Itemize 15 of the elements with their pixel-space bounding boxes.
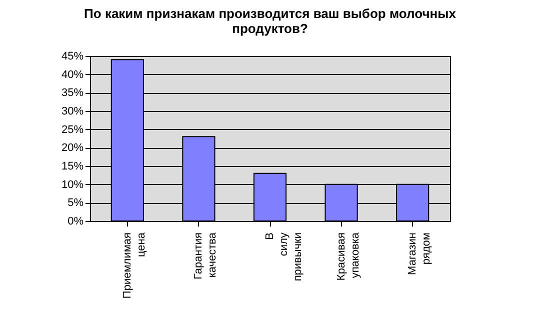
y-tick-label: 20% (61, 142, 84, 154)
y-tick-label: 5% (68, 197, 84, 210)
y-tick-label: 40% (61, 68, 84, 81)
y-tick-label: 35% (61, 87, 84, 100)
y-tick-label: 30% (61, 106, 84, 118)
y-tick-label: 10% (61, 178, 84, 191)
y-tick-label: 15% (61, 160, 84, 172)
x-tick-label: Магазин рядом (406, 232, 433, 275)
y-tick-label: 0% (68, 216, 84, 228)
y-tick-label: 25% (61, 124, 84, 136)
x-tick-label: В силу привычки (264, 232, 304, 282)
y-tick-label: 45% (61, 50, 84, 62)
x-tick-label: Гарантия качества (192, 232, 219, 280)
x-tick-label: Приемлимая цена (121, 232, 148, 299)
chart-title: По каким признакам производится ваш выбор молочных продуктов? (84, 6, 457, 36)
